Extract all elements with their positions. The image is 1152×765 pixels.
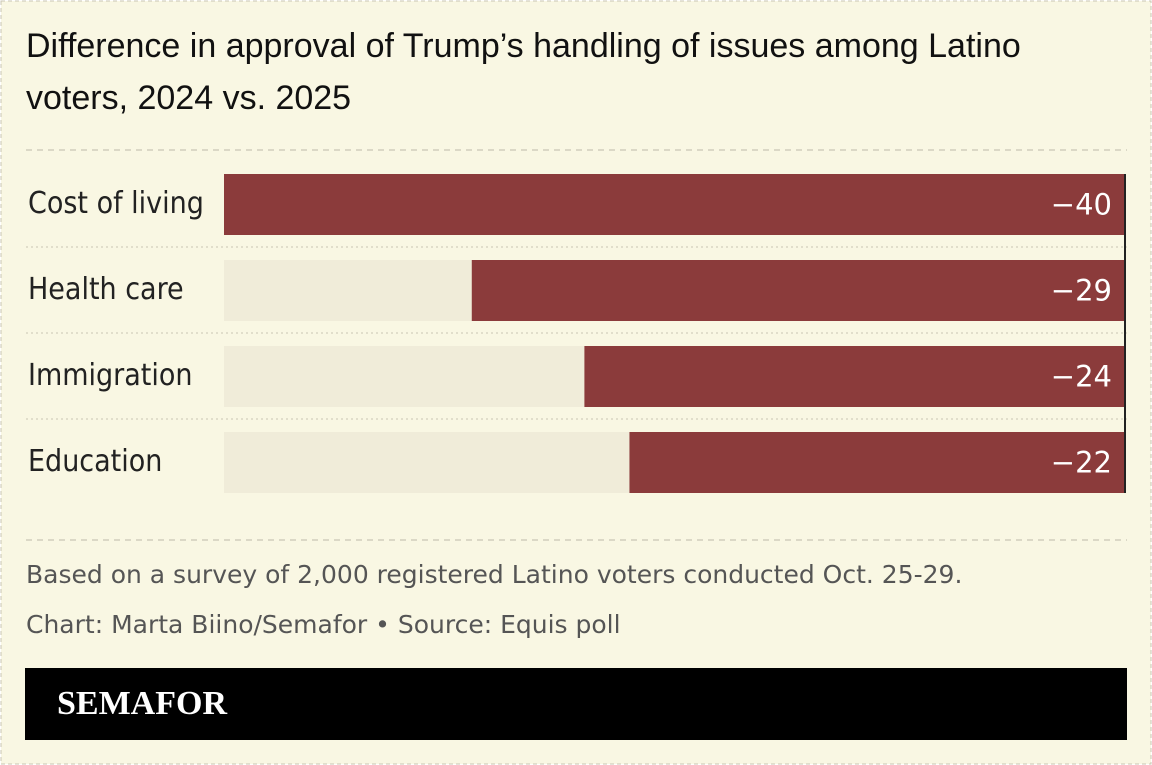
bar (584, 346, 1125, 407)
bar (471, 260, 1125, 321)
category-label: Immigration (28, 358, 193, 393)
note: Based on a survey of 2,000 registered La… (26, 560, 962, 589)
chart-title: Difference in approval of Trump’s handli… (26, 27, 1021, 117)
bar (224, 174, 1125, 235)
category-label: Health care (28, 272, 184, 307)
category-label: Cost of living (28, 186, 204, 221)
value-label: −29 (1051, 274, 1112, 308)
category-label: Education (28, 444, 162, 479)
value-label: −40 (1051, 188, 1112, 222)
title-box: Difference in approval of Trump’s handli… (26, 27, 1021, 117)
value-label: −24 (1051, 360, 1112, 394)
value-label: −22 (1051, 446, 1112, 480)
source: Chart: Marta Biino/Semafor • Source: Equ… (26, 610, 621, 639)
logo: SEMAFOR (57, 685, 227, 722)
footer-bar (25, 668, 1127, 740)
bar (629, 432, 1125, 493)
